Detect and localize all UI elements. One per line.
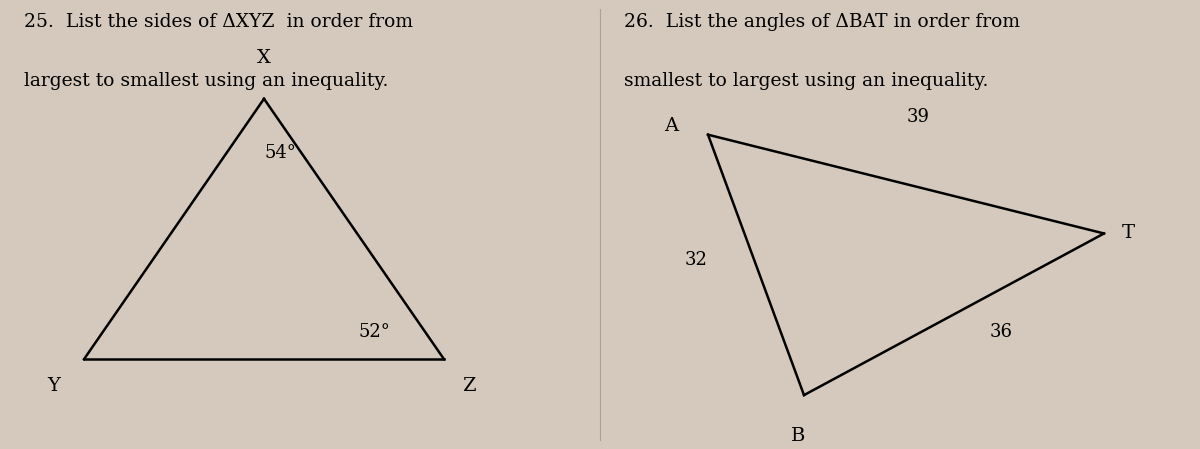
Text: 36: 36: [990, 323, 1013, 341]
Text: T: T: [1122, 224, 1135, 242]
Text: smallest to largest using an inequality.: smallest to largest using an inequality.: [624, 72, 989, 90]
Text: 54°: 54°: [264, 144, 296, 162]
Text: 26.  List the angles of ΔBAT in order from: 26. List the angles of ΔBAT in order fro…: [624, 13, 1020, 31]
Text: 39: 39: [906, 108, 930, 126]
Text: Z: Z: [462, 377, 475, 395]
Text: 25.  List the sides of ΔXYZ  in order from: 25. List the sides of ΔXYZ in order from: [24, 13, 413, 31]
Text: X: X: [257, 49, 271, 67]
Text: 52°: 52°: [358, 323, 390, 341]
Text: largest to smallest using an inequality.: largest to smallest using an inequality.: [24, 72, 389, 90]
Text: B: B: [791, 427, 805, 445]
Text: Y: Y: [47, 377, 60, 395]
Text: A: A: [664, 117, 678, 135]
Text: 32: 32: [685, 251, 708, 269]
